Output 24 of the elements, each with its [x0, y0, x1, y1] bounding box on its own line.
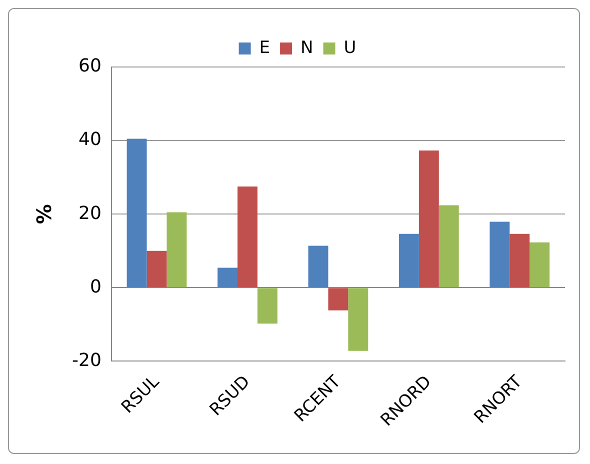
bar: [490, 222, 510, 288]
legend-label: U: [344, 38, 356, 58]
bar: [438, 205, 459, 288]
bar: [308, 246, 328, 288]
y-tick-label: 20: [78, 202, 102, 224]
bar: [328, 288, 348, 310]
y-axis-title: %: [32, 204, 56, 224]
y-tick-label: 0: [90, 276, 102, 298]
legend-label: E: [259, 38, 270, 58]
y-tick-label: 40: [78, 129, 102, 150]
bar: [398, 234, 419, 288]
bar: [238, 186, 258, 288]
bar: [530, 242, 550, 288]
legend-label: N: [300, 38, 314, 58]
bar: [166, 212, 187, 288]
bar: [418, 150, 439, 288]
y-tick-label: 60: [78, 56, 102, 77]
bar: [126, 138, 147, 288]
y-tick-label: -20: [72, 350, 102, 371]
bar: [510, 234, 530, 288]
bar: [146, 250, 167, 288]
bar: [257, 288, 278, 324]
bar: [218, 268, 238, 288]
bar: [348, 288, 368, 351]
